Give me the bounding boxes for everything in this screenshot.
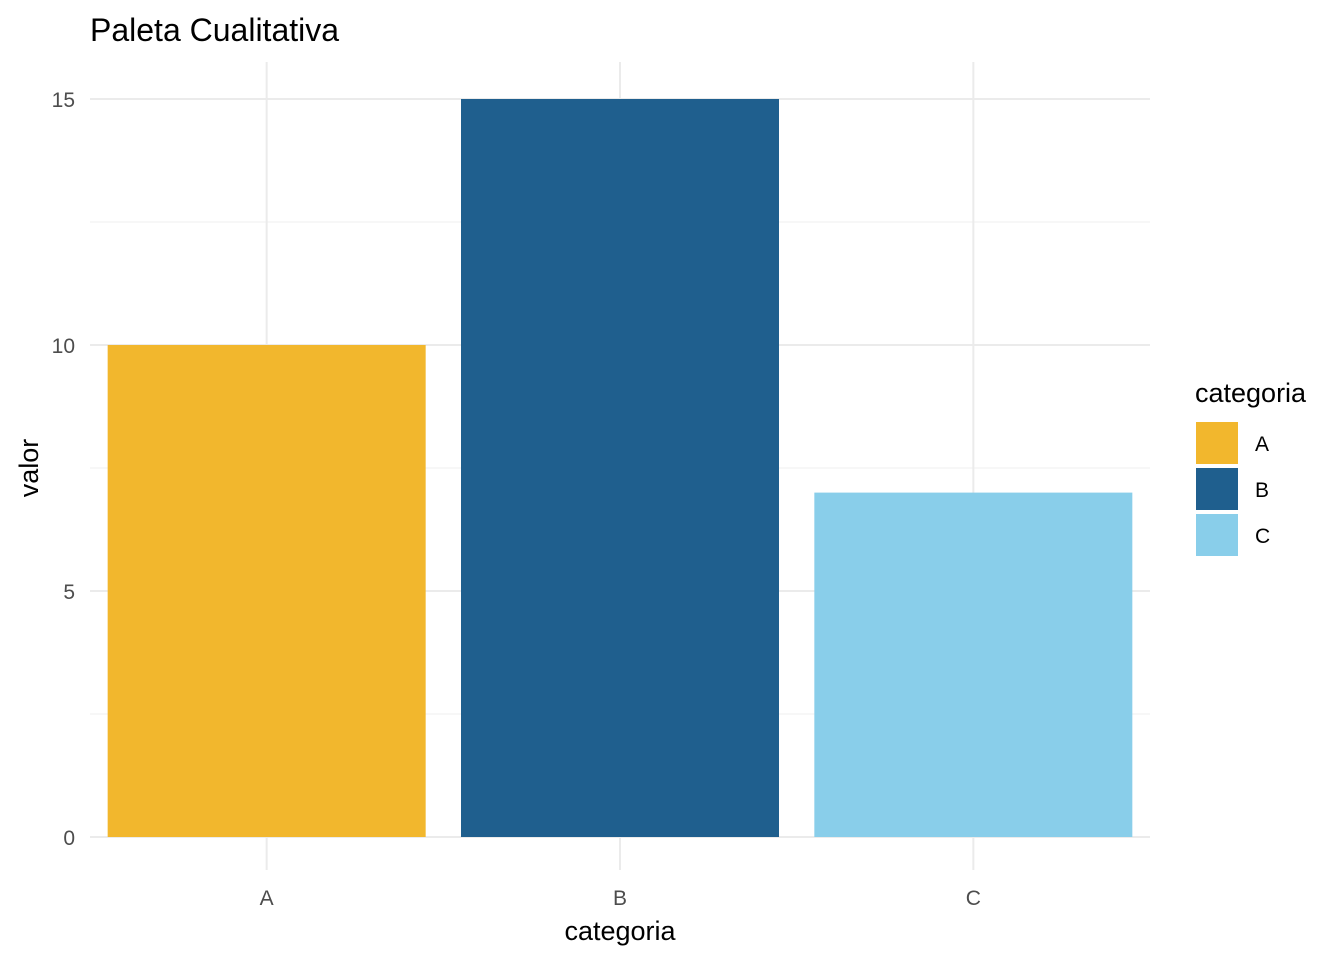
legend-label: B (1255, 479, 1269, 502)
x-tick-label: B (613, 887, 627, 910)
y-tick-label: 5 (63, 581, 75, 604)
legend-items: ABC (1196, 422, 1270, 556)
bars (107, 99, 1133, 837)
y-tick-label: 15 (52, 89, 75, 112)
bar-c (814, 492, 1133, 837)
legend-key-b (1196, 468, 1238, 510)
legend-label: C (1255, 525, 1270, 548)
x-axis-title: categoria (564, 916, 676, 946)
bar-a (107, 345, 426, 837)
x-tick-label: C (966, 887, 981, 910)
bar-b (461, 99, 779, 837)
legend-key-c (1196, 514, 1238, 556)
legend-title: categoria (1195, 378, 1307, 408)
y-tick-label: 0 (63, 827, 75, 850)
y-axis-ticks: 0 5 10 15 (52, 89, 75, 850)
legend-key-a (1196, 422, 1238, 464)
y-tick-label: 10 (52, 335, 75, 358)
chart-title: Paleta Cualitativa (90, 12, 339, 48)
legend: categoria ABC (1195, 378, 1307, 556)
x-tick-label: A (260, 887, 274, 910)
legend-label: A (1255, 433, 1269, 456)
y-axis-title: valor (14, 439, 44, 498)
x-axis-ticks: A B C (260, 887, 981, 910)
